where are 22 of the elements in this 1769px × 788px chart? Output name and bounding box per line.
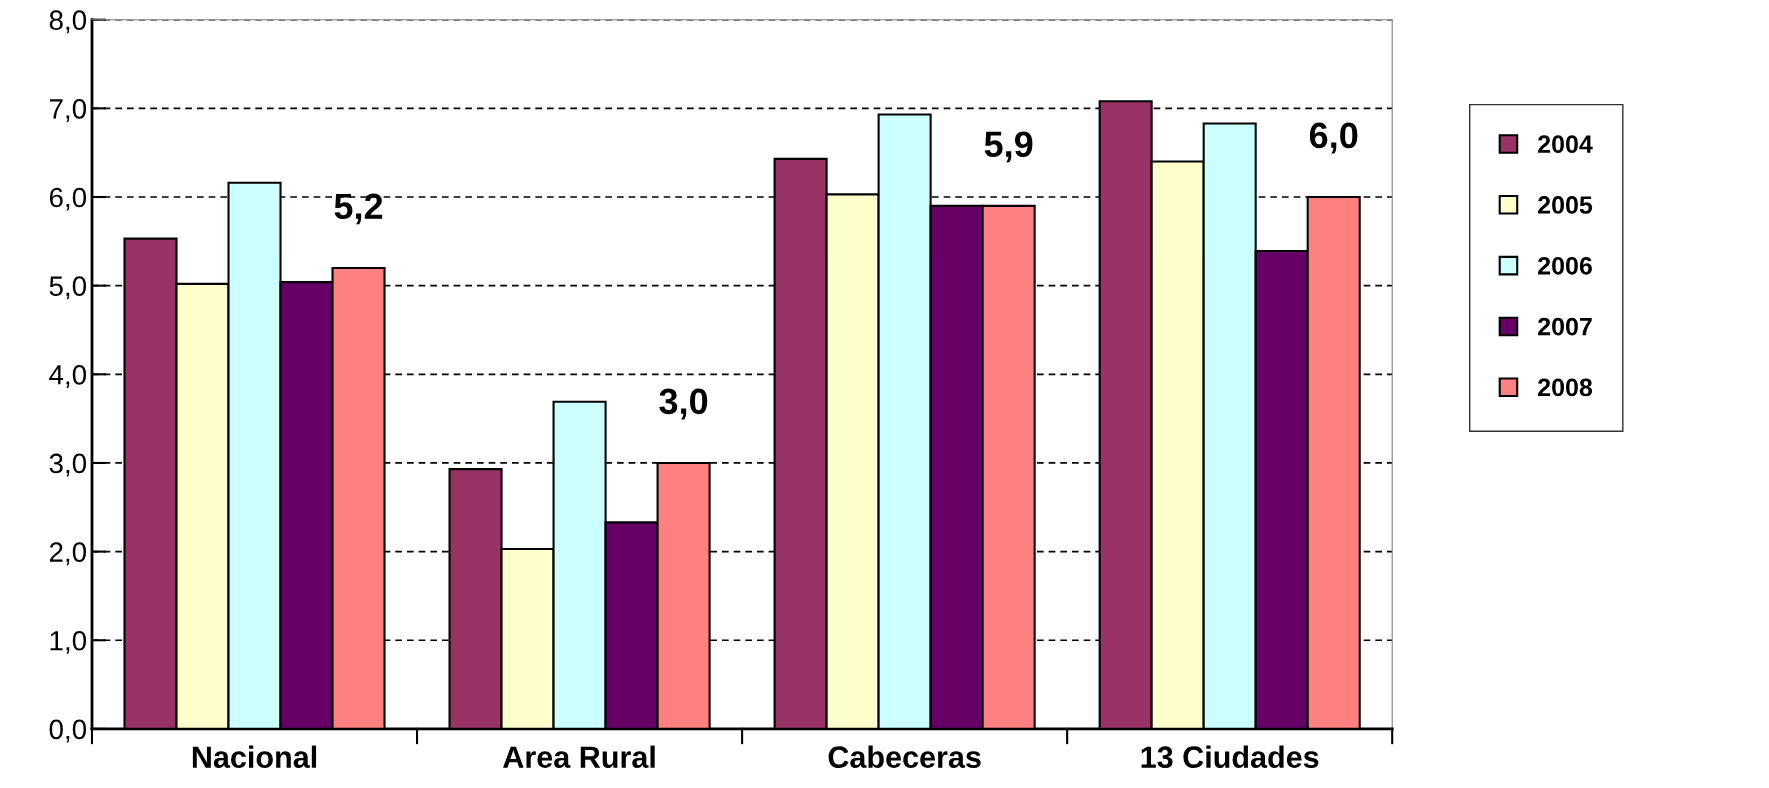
legend-label: 2004 bbox=[1538, 135, 1593, 154]
y-tick-label: 0,0 bbox=[49, 719, 87, 743]
y-tick-label: 3,0 bbox=[49, 453, 87, 477]
data-label: 5,9 bbox=[984, 131, 1033, 163]
x-tick-label: 13 Ciudades bbox=[1141, 745, 1319, 769]
legend-label: 2007 bbox=[1538, 317, 1592, 336]
data-label: 3,0 bbox=[659, 388, 708, 420]
x-tick-label: Area Rural bbox=[503, 745, 655, 769]
y-tick-label: 5,0 bbox=[49, 276, 87, 300]
data-label: 5,2 bbox=[334, 193, 383, 225]
y-tick-label: 1,0 bbox=[50, 630, 87, 654]
x-tick-label: Cabeceras bbox=[828, 745, 981, 769]
y-tick-label: 8,0 bbox=[49, 10, 87, 34]
x-tick-label: Nacional bbox=[192, 745, 317, 769]
y-tick-label: 6,0 bbox=[49, 187, 87, 211]
y-tick-label: 4,0 bbox=[49, 364, 87, 388]
legend-label: 2008 bbox=[1538, 378, 1593, 397]
data-label: 6,0 bbox=[1309, 122, 1358, 154]
legend-label: 2005 bbox=[1538, 196, 1593, 214]
y-tick-label: 2,0 bbox=[49, 542, 87, 566]
y-tick-label: 7,0 bbox=[49, 99, 87, 122]
legend-label: 2006 bbox=[1538, 256, 1592, 275]
